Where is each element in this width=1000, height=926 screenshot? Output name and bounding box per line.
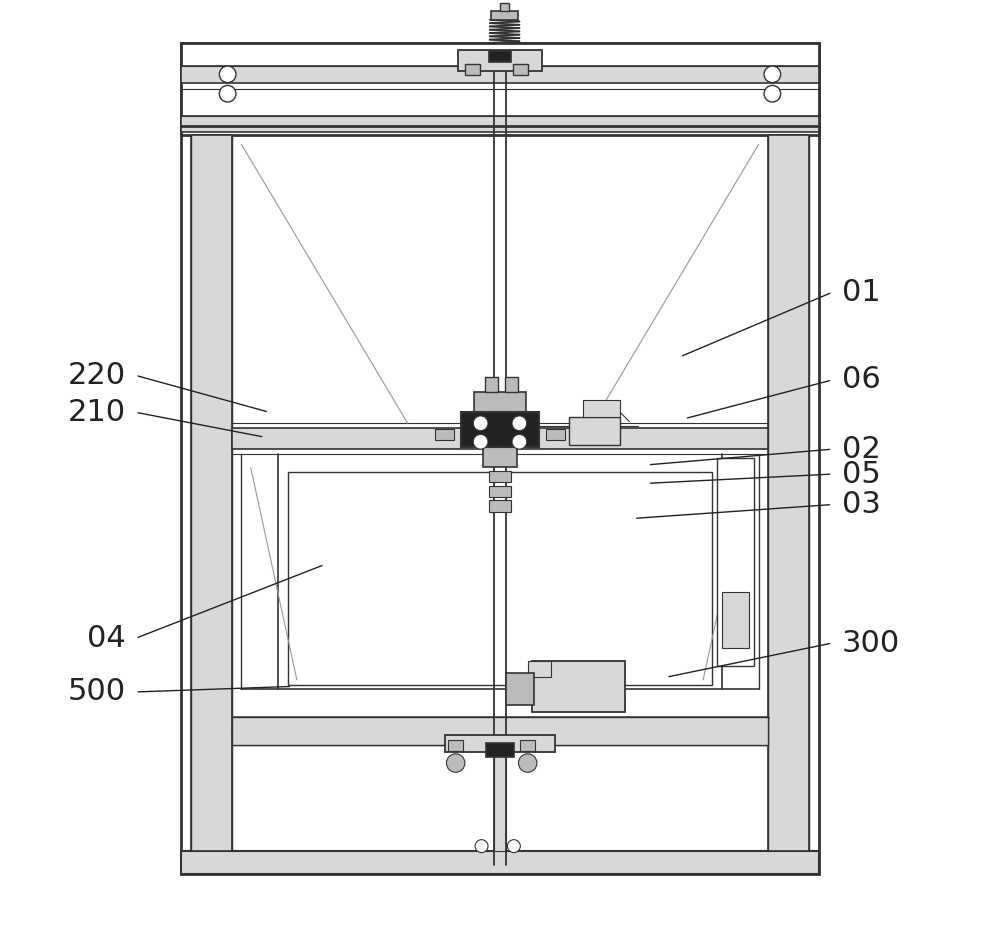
Bar [583, 400, 620, 417]
Bar [489, 471, 511, 482]
Bar [232, 717, 768, 745]
Text: 500: 500 [68, 678, 126, 707]
Circle shape [473, 416, 488, 431]
Bar [435, 429, 454, 440]
Bar [489, 500, 511, 511]
Bar [181, 116, 819, 132]
Circle shape [473, 434, 488, 449]
Text: 04: 04 [87, 624, 126, 653]
Bar [569, 417, 620, 444]
Bar [445, 735, 555, 752]
Bar [483, 447, 517, 468]
Bar [491, 10, 518, 19]
Circle shape [512, 434, 527, 449]
Bar [448, 740, 463, 751]
Circle shape [764, 66, 781, 82]
Bar [520, 740, 535, 751]
Text: 06: 06 [842, 366, 880, 394]
Text: 01: 01 [842, 278, 880, 307]
Circle shape [764, 85, 781, 102]
Bar [532, 661, 625, 712]
Circle shape [507, 840, 520, 853]
Bar [474, 392, 526, 412]
Bar [722, 593, 749, 647]
Bar [461, 412, 539, 447]
Bar [485, 377, 498, 392]
Bar [181, 66, 819, 82]
Circle shape [512, 416, 527, 431]
Text: 02: 02 [842, 434, 880, 464]
Bar [458, 50, 542, 70]
Bar [232, 428, 768, 449]
Bar [546, 429, 565, 440]
Circle shape [219, 66, 236, 82]
Text: 03: 03 [842, 490, 880, 519]
Bar [505, 377, 518, 392]
Bar [465, 64, 480, 75]
Bar [500, 3, 509, 10]
Circle shape [219, 85, 236, 102]
Bar [528, 660, 551, 677]
Circle shape [475, 840, 488, 853]
Bar [494, 752, 506, 851]
Bar [513, 64, 528, 75]
Bar [506, 673, 534, 705]
Bar [288, 472, 712, 684]
Bar [181, 43, 819, 135]
Circle shape [518, 754, 537, 772]
Bar [181, 851, 819, 874]
Circle shape [446, 754, 465, 772]
Bar [768, 135, 809, 851]
Text: 05: 05 [842, 459, 880, 489]
Bar [191, 135, 232, 851]
Text: 300: 300 [842, 629, 900, 657]
Text: 210: 210 [68, 398, 126, 427]
Bar [181, 43, 819, 874]
Text: 220: 220 [68, 361, 126, 390]
Bar [717, 458, 754, 666]
Bar [489, 51, 511, 62]
Bar [486, 743, 514, 757]
Bar [489, 486, 511, 496]
